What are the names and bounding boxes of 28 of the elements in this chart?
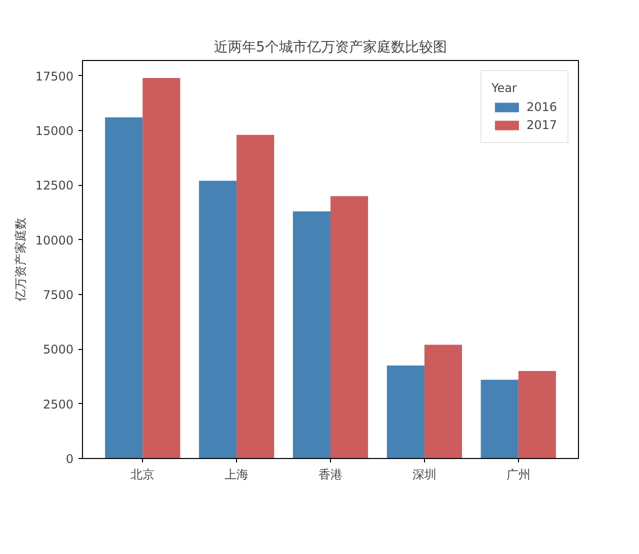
y-tick-label: 17500 <box>35 69 74 84</box>
x-tick-label: 香港 <box>318 468 342 482</box>
x-tick-label: 广州 <box>506 468 530 482</box>
bar <box>386 366 424 458</box>
legend-title: Year <box>491 81 518 95</box>
y-axis-title: 亿万资产家庭数 <box>13 218 28 302</box>
bar <box>518 371 556 458</box>
x-tick-label: 北京 <box>130 468 155 482</box>
y-tick-label: 15000 <box>35 124 74 138</box>
bar <box>236 134 274 458</box>
chart-title: 近两年5个城市亿万资产家庭数比较图 <box>214 40 447 56</box>
bar <box>198 180 237 458</box>
x-tick-label: 深圳 <box>412 468 436 482</box>
bar <box>424 344 462 458</box>
bar <box>330 196 368 458</box>
y-tick-label: 12500 <box>35 178 74 193</box>
bar <box>105 117 143 458</box>
bar <box>292 211 330 458</box>
y-tick-label: 10000 <box>35 233 74 248</box>
y-tick-label: 0 <box>66 452 74 466</box>
bar <box>480 380 518 458</box>
bar <box>142 78 180 458</box>
y-tick-label: 2500 <box>42 397 74 412</box>
legend-label: 2017 <box>526 118 557 132</box>
y-tick-label: 5000 <box>42 342 74 357</box>
y-tick-label: 7500 <box>42 288 74 302</box>
legend-label: 2016 <box>526 100 557 114</box>
x-tick-label: 上海 <box>224 468 249 482</box>
